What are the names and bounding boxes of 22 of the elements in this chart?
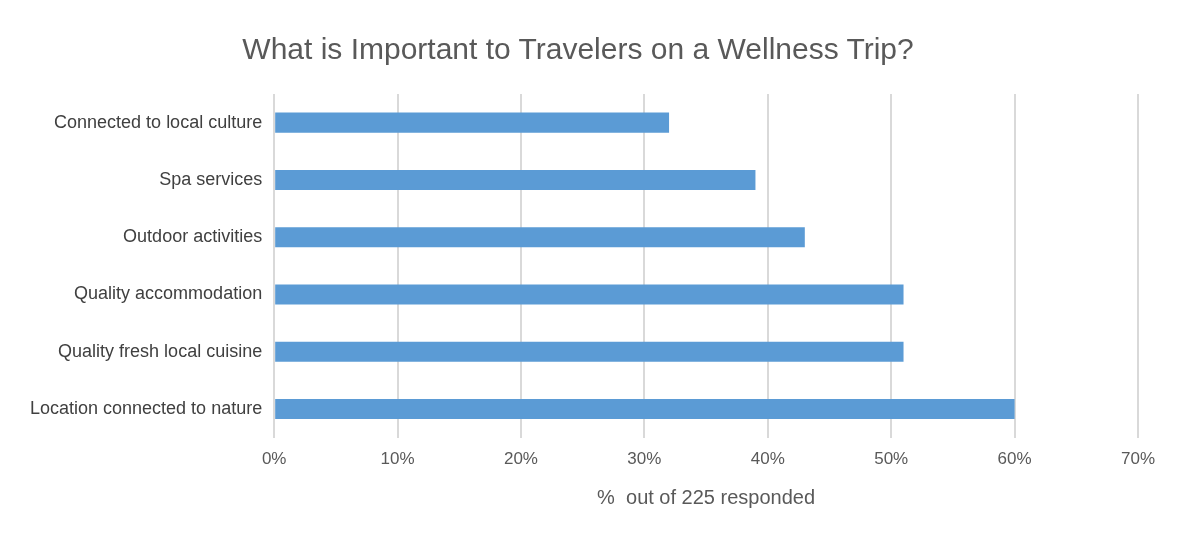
x-tick-label: 50% (874, 449, 909, 469)
y-tick-label: Outdoor activities (123, 226, 263, 247)
bar (275, 112, 670, 133)
bar (275, 284, 904, 305)
x-tick-label: 20% (503, 449, 538, 469)
bar (275, 227, 805, 248)
bar (275, 341, 904, 362)
y-tick-label: Quality fresh local cuisine (58, 340, 263, 361)
x-tick-label: 0% (261, 449, 287, 469)
y-tick-label: Spa services (159, 168, 263, 189)
x-axis-title: % out of 225 responded (597, 485, 816, 508)
x-tick-label: 40% (750, 449, 785, 469)
y-tick-label: Location connected to nature (30, 397, 263, 418)
x-tick-label: 10% (380, 449, 415, 469)
x-tick-label: 70% (1120, 449, 1156, 469)
y-tick-label: Connected to local culture (54, 111, 263, 132)
chart-title: What is Important to Travelers on a Wellness Trip? (242, 32, 914, 66)
bar (275, 169, 756, 190)
bar (275, 398, 1015, 419)
y-tick-label: Quality accommodation (74, 283, 263, 304)
x-tick-label: 60% (997, 449, 1032, 469)
x-tick-label: 30% (627, 449, 662, 469)
